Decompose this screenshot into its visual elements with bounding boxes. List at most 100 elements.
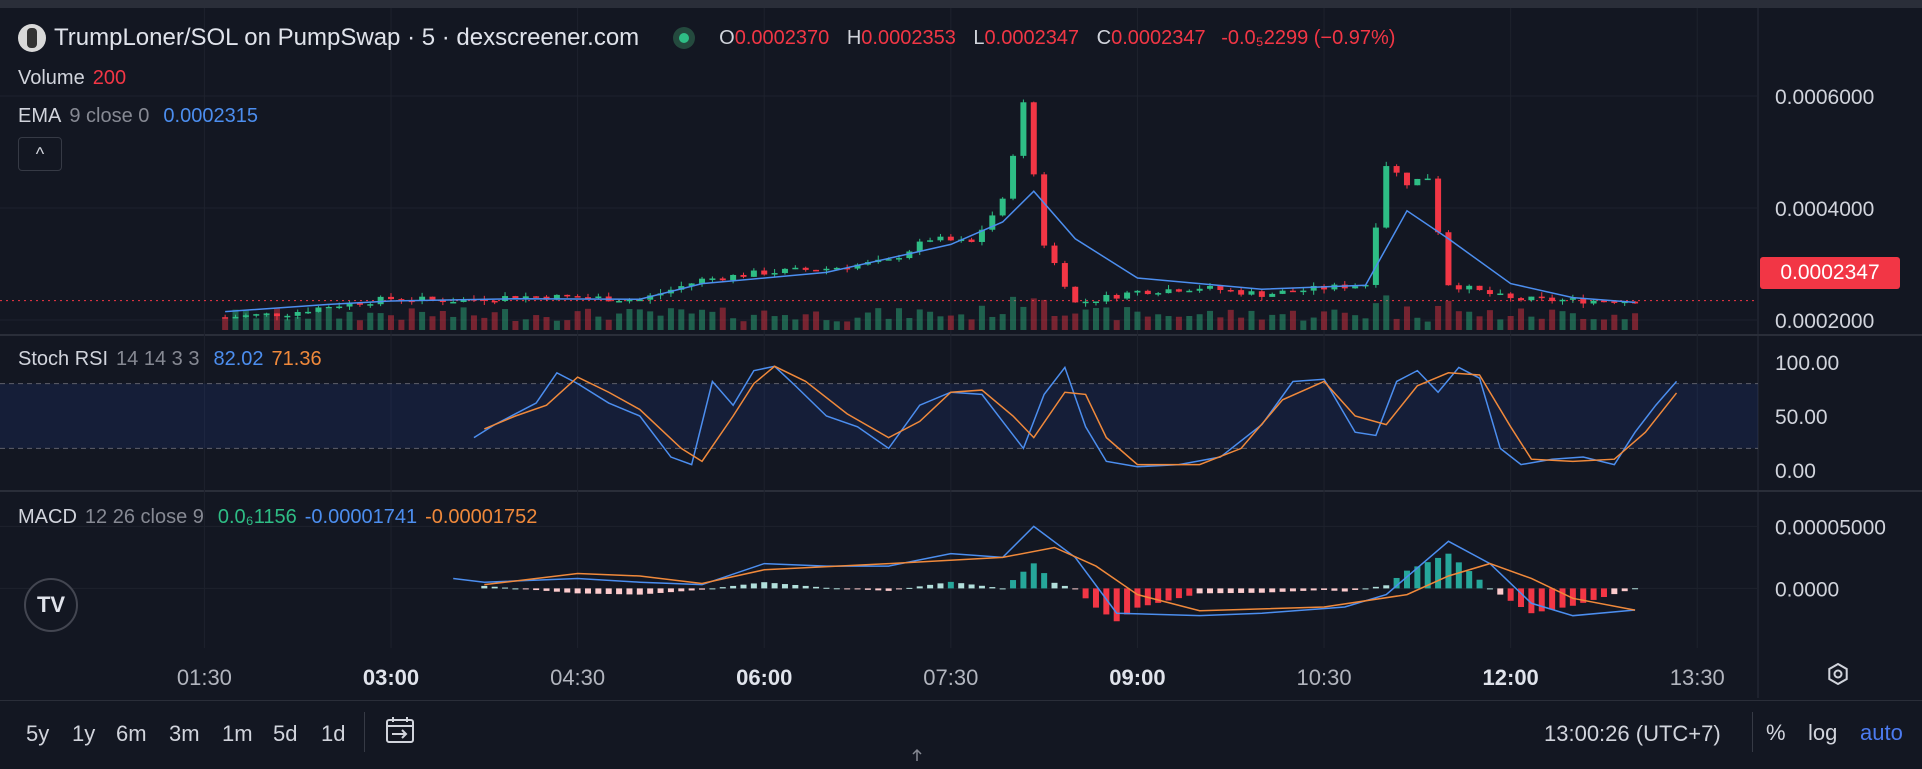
macd-histogram-bar [1092,588,1099,608]
volume-bar [222,318,229,330]
macd-histogram-bar [1227,588,1234,594]
volume-bar [740,321,747,330]
macd-histogram-bar [1041,573,1048,589]
volume-bar [1248,310,1255,330]
volume-bar [823,320,830,330]
macd-line-value: -0.00001741 [304,506,418,528]
volume-bar [999,314,1006,330]
macd-histogram-bar [1331,588,1338,591]
volume-bar [1030,298,1037,330]
macd-histogram-bar [1486,588,1493,590]
volume-bar [284,319,291,330]
bottom-toolbar [0,700,1922,769]
macd-axis-tick-label: 0.00005000 [1775,516,1886,539]
clock-timezone[interactable]: 13:00:26 (UTC+7) [1544,721,1721,746]
volume-bar [1144,316,1151,330]
macd-histogram-bar [657,588,664,593]
calendar-range-icon[interactable] [384,715,416,745]
candle-body [699,278,706,284]
macd-histogram-bar [1082,588,1089,599]
macd-histogram-bar [761,582,768,589]
candle-body [522,296,529,299]
macd-histogram-bar [1051,582,1058,589]
candle-body [564,294,571,297]
timeframe-1y[interactable]: 1y [72,721,96,746]
stoch-rsi-legend[interactable]: Stoch RSI 14 14 3 3 82.02 71.36 [18,348,322,371]
candle-body [294,312,301,316]
settings-icon[interactable] [1827,663,1849,685]
candle-body [730,274,737,281]
timeframe-1m[interactable]: 1m [222,721,253,746]
volume-bar [460,307,467,330]
volume-legend[interactable]: Volume 200 [18,67,126,90]
chart-canvas[interactable]: 01:30 03:00 04:30 06:00 07:30 09:00 10:30 12:00… [0,8,1922,698]
timeframe-3m[interactable]: 3m [169,721,200,746]
volume-bar [1321,311,1328,330]
macd-histogram-bar [896,588,902,590]
macd-histogram-bar [740,584,747,589]
macd-histogram-bar [1248,588,1255,593]
candle-body [398,299,405,301]
macd-histogram-bar [947,581,954,589]
timeframe-5d[interactable]: 5d [273,721,298,746]
candle-body [232,316,239,319]
candle-body [491,300,498,303]
timeframe-6m[interactable]: 6m [116,721,147,746]
stoch-rsi-label: Stoch RSI [18,348,109,370]
volume-bar [699,309,706,330]
candle-body [533,296,540,298]
macd-histogram-bar [1497,588,1504,595]
candle-body [1175,289,1182,292]
volume-bar [450,316,457,330]
candle-body [1196,288,1203,291]
timeframe-5y[interactable]: 5y [26,721,50,746]
macd-histogram-bar [864,588,871,590]
macd-legend[interactable]: MACD 12 26 close 9 0.0₆1156 -0.00001741 … [18,506,537,529]
collapse-legend-button[interactable]: ^ [18,137,62,171]
candle-body [740,274,747,277]
macd-histogram-bar [802,585,809,589]
macd-histogram-bar [1165,588,1172,601]
auto-scale-toggle[interactable]: auto [1860,720,1903,745]
tradingview-logo-icon[interactable]: TV [24,578,78,632]
log-scale-toggle[interactable]: log [1808,720,1838,745]
time-axis-tick-label: 12:00 [1483,665,1539,690]
candle-body [1238,290,1245,295]
volume-bar [709,311,716,330]
macd-histogram-bar [823,587,830,589]
timeframe-1d[interactable]: 1d [321,721,346,746]
percent-scale-toggle[interactable]: % [1766,720,1786,745]
ema-legend[interactable]: EMA 9 close 0 0.0002315 [18,105,258,128]
volume-bar [750,314,757,330]
candle-body [636,299,643,302]
candle-body [253,314,260,316]
volume-bar [388,315,395,330]
volume-bar [1600,319,1607,330]
candle-body [263,313,270,315]
candle-body [1538,296,1545,299]
price-axis-tick-label: 0.0004000 [1775,198,1874,221]
candle-body [450,301,457,304]
time-axis-tick-label: 03:00 [363,665,419,690]
volume-bar [833,321,840,330]
volume-bar [1041,299,1048,330]
volume-bar [1445,300,1452,330]
candle-body [896,258,902,260]
candle-body [1124,292,1131,299]
volume-bar [678,309,685,330]
volume-bar [1103,307,1110,330]
volume-bar [491,312,498,330]
macd-histogram-bar [481,585,488,589]
macd-histogram-bar [1569,588,1576,606]
macd-histogram-bar [854,588,861,590]
macd-histogram-bar [1113,588,1120,622]
macd-histogram-bar [709,588,716,590]
candle-body [1051,245,1058,264]
candle-body [678,286,685,290]
volume-bar [906,318,913,330]
ohlc-open-value: 0.0002370 [734,26,830,49]
volume-bar [854,317,861,330]
macd-histogram-bar [906,587,913,589]
arrow-up-icon[interactable] [910,748,924,762]
macd-histogram-bar [1590,588,1597,600]
